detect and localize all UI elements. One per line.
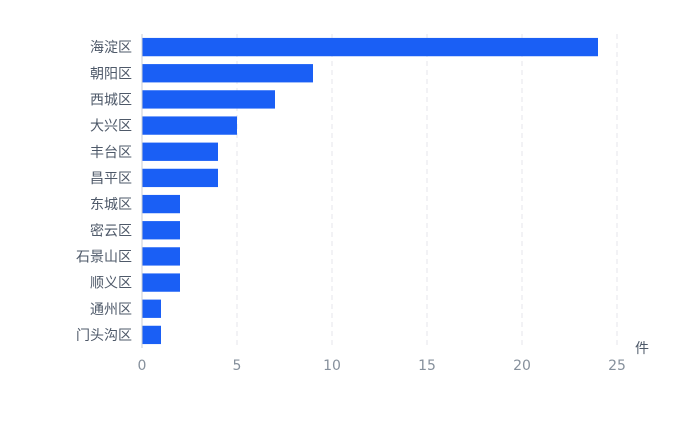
bar bbox=[142, 90, 275, 109]
x-tick-labels: 0 5 10 15 20 25 bbox=[138, 358, 626, 374]
bar bbox=[142, 273, 180, 292]
bar bbox=[142, 299, 161, 318]
category-label: 丰台区 bbox=[90, 145, 132, 161]
grid-lines bbox=[236, 34, 618, 348]
bar bbox=[142, 37, 598, 57]
bar bbox=[142, 247, 180, 266]
bar bbox=[142, 168, 218, 188]
category-label: 海淀区 bbox=[90, 40, 132, 56]
category-label: 朝阳区 bbox=[90, 66, 132, 82]
unit-label: 件 bbox=[635, 341, 649, 357]
bar bbox=[142, 116, 237, 135]
bar bbox=[142, 194, 180, 214]
category-label: 密云区 bbox=[90, 222, 132, 239]
bar bbox=[142, 325, 161, 345]
x-tick-label: 15 bbox=[418, 358, 436, 374]
x-tick-label: 10 bbox=[323, 358, 341, 374]
bar bbox=[142, 221, 180, 240]
category-label: 大兴区 bbox=[90, 119, 132, 135]
category-label: 东城区 bbox=[90, 197, 132, 213]
category-label: 门头沟区 bbox=[76, 328, 132, 344]
category-label: 西城区 bbox=[90, 92, 132, 108]
bar bbox=[142, 64, 313, 83]
bars bbox=[142, 37, 598, 345]
x-tick-label: 20 bbox=[513, 358, 531, 374]
category-label: 顺义区 bbox=[90, 276, 132, 292]
x-tick-label: 5 bbox=[233, 358, 242, 374]
category-label: 石景山区 bbox=[76, 249, 132, 265]
category-label: 昌平区 bbox=[90, 171, 132, 187]
x-tick-label: 25 bbox=[608, 358, 626, 374]
bar bbox=[142, 142, 218, 161]
x-tick-label: 0 bbox=[138, 358, 147, 374]
category-label: 通州区 bbox=[90, 302, 132, 318]
